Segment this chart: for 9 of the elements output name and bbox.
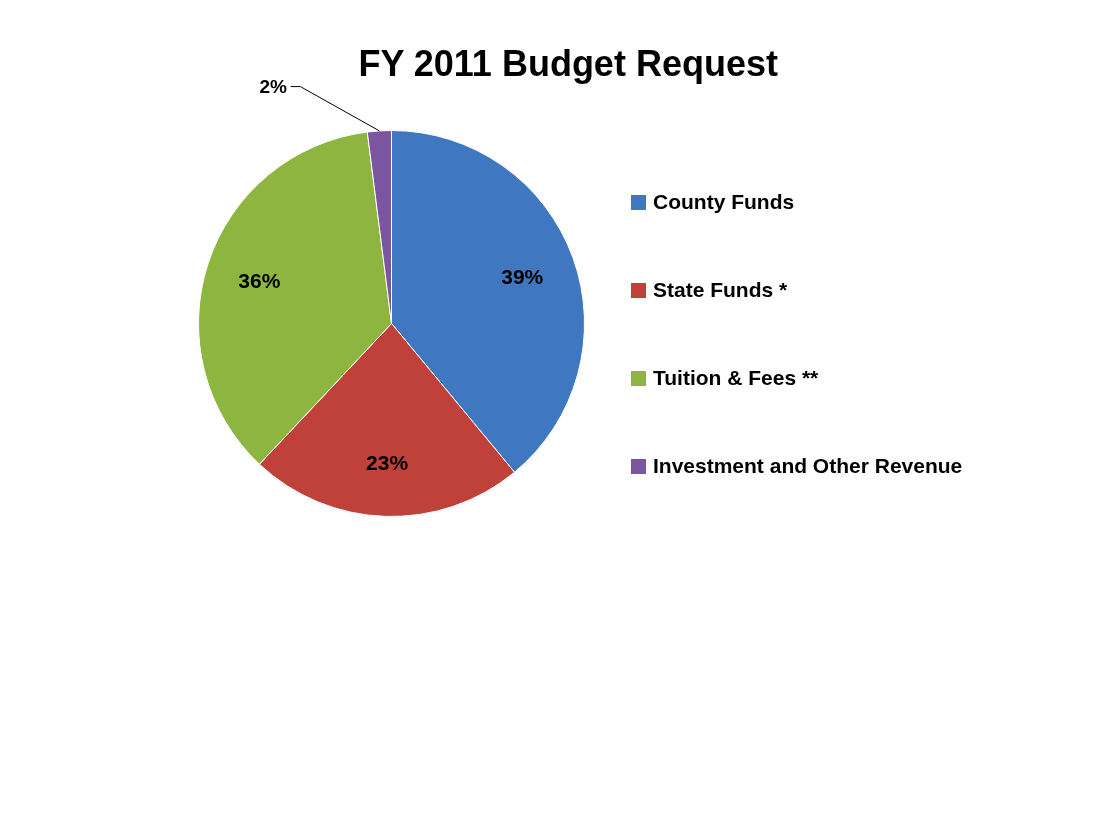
legend-label: Investment and Other Revenue: [653, 453, 963, 478]
chart-title: FY 2011 Budget Request: [358, 43, 778, 84]
data-label: 2%: [259, 76, 287, 98]
data-label: 23%: [366, 450, 409, 474]
legend-label: County Funds: [653, 189, 795, 214]
data-label: 39%: [501, 264, 544, 288]
legend-label: State Funds *: [653, 277, 788, 302]
data-label: 36%: [238, 269, 281, 293]
legend-label: Tuition & Fees **: [653, 365, 819, 390]
